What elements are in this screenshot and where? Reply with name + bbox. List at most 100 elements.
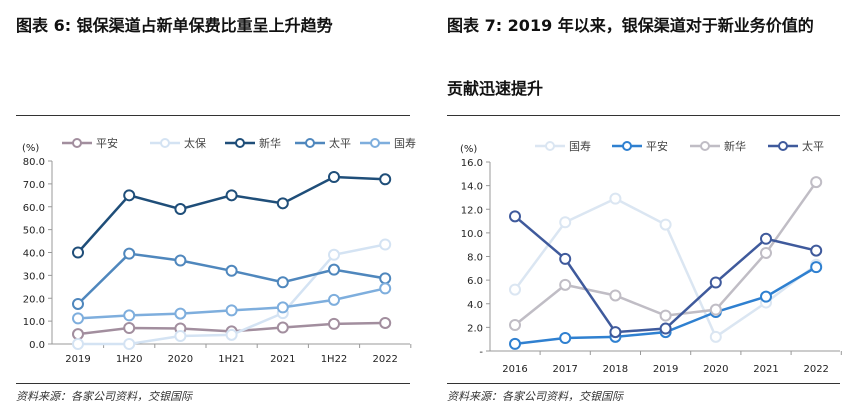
- data-point: [72, 312, 84, 325]
- y-tick-label: 8.0: [467, 253, 483, 264]
- data-point: [379, 272, 392, 285]
- data-point: [123, 309, 136, 322]
- x-tick-label: 2020: [703, 364, 728, 375]
- data-point: [328, 171, 340, 184]
- legend-label: 新华: [724, 139, 746, 153]
- divider: [16, 115, 410, 116]
- divider: [447, 115, 840, 116]
- x-tick-label: 2017: [552, 364, 577, 375]
- series-line-新华: [77, 175, 386, 254]
- data-point: [225, 328, 238, 341]
- y-tick-label: 80.0: [23, 157, 45, 168]
- data-point: [509, 337, 521, 350]
- data-point: [276, 197, 289, 210]
- y-tick-label: 40.0: [23, 249, 45, 260]
- y-tick-label: 14.0: [461, 182, 483, 193]
- x-tick-label: 2020: [168, 354, 193, 365]
- x-tick-label: 2016: [502, 364, 527, 375]
- data-point: [709, 276, 722, 289]
- legend-label: 国寿: [394, 136, 416, 150]
- legend-marker: [622, 141, 632, 151]
- x-tick-label: 2022: [372, 354, 397, 365]
- divider: [447, 383, 840, 384]
- legend-marker: [700, 141, 710, 151]
- y-tick-label: 16.0: [461, 158, 483, 169]
- legend-marker: [72, 138, 82, 148]
- data-point: [509, 283, 521, 296]
- data-point: [760, 246, 772, 259]
- data-point: [174, 307, 187, 320]
- legend-marker: [235, 138, 245, 148]
- data-point: [609, 192, 622, 205]
- y-axis-label: (%): [22, 143, 39, 154]
- x-tick-label: 2019: [653, 364, 678, 375]
- y-tick-label: 2.0: [467, 323, 483, 334]
- divider: [16, 383, 410, 384]
- data-point: [509, 319, 521, 332]
- y-tick-label: 4.0: [467, 300, 483, 311]
- data-point: [559, 216, 572, 229]
- y-tick-label: 30.0: [23, 271, 45, 282]
- y-tick-label: 0.0: [29, 340, 45, 351]
- legend-marker: [370, 138, 380, 148]
- x-tick-label: 2021: [753, 364, 778, 375]
- left-source-note: 资料来源：各家公司资料，交银国际: [16, 390, 192, 403]
- x-tick-label: 2021: [270, 354, 295, 365]
- data-point: [379, 282, 392, 295]
- legend-label: 新华: [259, 136, 281, 150]
- left-figure-title: 图表 6: 银保渠道占新单保费比重呈上升趋势: [16, 16, 333, 35]
- data-point: [379, 316, 392, 329]
- data-point: [659, 218, 672, 231]
- data-point: [559, 252, 572, 265]
- y-tick-label: 20.0: [23, 294, 45, 305]
- data-point: [72, 246, 84, 259]
- data-point: [72, 297, 84, 310]
- data-point: [276, 301, 289, 314]
- legend-label: 平安: [646, 139, 668, 153]
- data-point: [379, 173, 392, 186]
- data-point: [174, 254, 187, 267]
- data-point: [509, 210, 521, 223]
- data-point: [659, 309, 672, 322]
- data-point: [328, 248, 340, 261]
- data-point: [709, 330, 722, 343]
- data-point: [276, 276, 289, 289]
- data-point: [72, 328, 84, 341]
- legend-label: 太平: [802, 140, 824, 153]
- y-tick-label: 50.0: [23, 226, 45, 237]
- data-point: [174, 203, 187, 216]
- y-tick-label: 6.0: [467, 276, 483, 287]
- data-point: [328, 293, 340, 306]
- data-point: [559, 332, 572, 345]
- data-point: [225, 304, 238, 317]
- data-point: [810, 261, 823, 274]
- data-point: [225, 264, 238, 277]
- legend-marker: [305, 138, 315, 148]
- data-point: [123, 247, 136, 260]
- legend-label: 太保: [184, 136, 206, 150]
- data-point: [174, 329, 187, 342]
- right-figure-title-line1: 图表 7: 2019 年以来，银保渠道对于新业务价值的: [447, 16, 814, 35]
- x-tick-label: 2018: [603, 364, 628, 375]
- data-point: [609, 326, 622, 339]
- data-point: [328, 263, 340, 276]
- data-point: [609, 289, 622, 302]
- data-point: [225, 189, 238, 202]
- data-point: [810, 176, 823, 189]
- legend-label: 国寿: [569, 139, 591, 153]
- data-point: [559, 278, 572, 291]
- y-tick-label: -: [479, 347, 483, 358]
- x-tick-label: 2022: [803, 364, 828, 375]
- data-point: [760, 290, 772, 303]
- legend-marker: [778, 141, 788, 151]
- data-point: [760, 232, 772, 245]
- x-tick-label: 1H22: [321, 354, 348, 365]
- legend-label: 太平: [329, 137, 351, 150]
- right-source-note: 资料来源：各家公司资料，交银国际: [447, 390, 623, 403]
- series-line-太平: [77, 252, 386, 305]
- legend-marker: [160, 138, 170, 148]
- x-tick-label: 1H21: [218, 354, 245, 365]
- data-point: [72, 338, 84, 350]
- y-tick-label: 70.0: [23, 180, 45, 191]
